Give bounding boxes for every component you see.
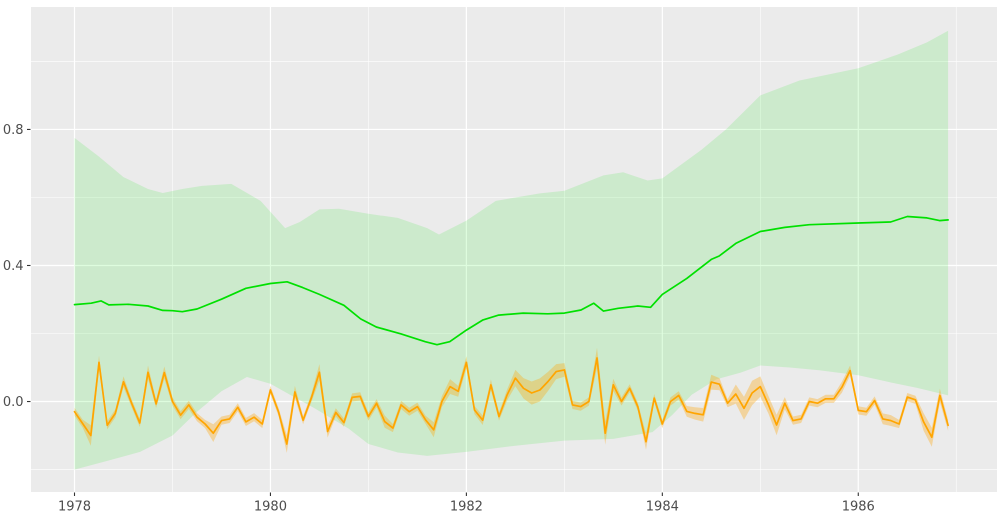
y-tick-label: 0.8 [3,123,24,138]
x-tick-label: 1986 [842,500,875,515]
y-tick-label: 0.0 [3,395,24,410]
orange-series-line [73,357,949,445]
x-tick-label: 1982 [450,500,483,515]
green-confidence-band [74,30,949,470]
x-tick-label: 1978 [58,500,91,515]
x-tick-label: 1984 [646,500,679,515]
x-tick-label: 1980 [254,500,287,515]
green-trend-line [73,215,949,346]
y-tick-label: 0.4 [3,259,24,274]
